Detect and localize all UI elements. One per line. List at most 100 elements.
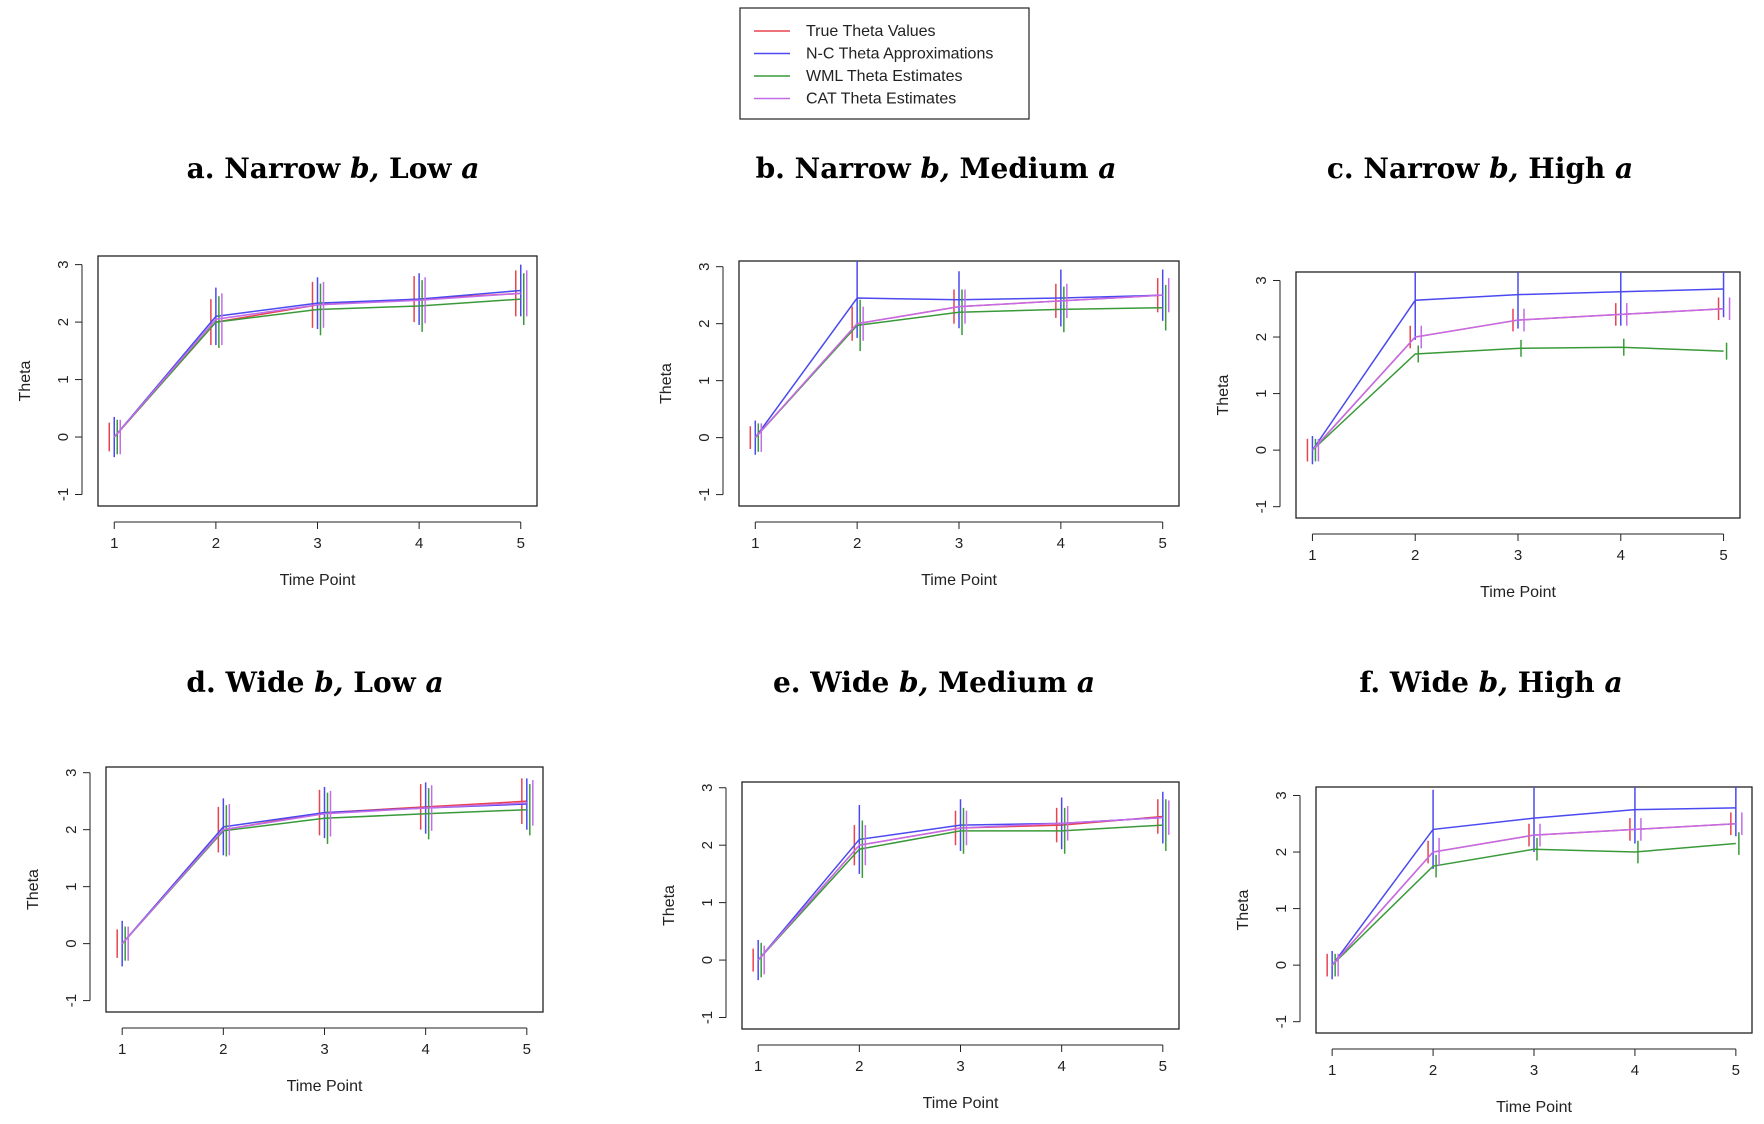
y-tick-label: 2 bbox=[55, 318, 72, 326]
y-tick-label: 3 bbox=[1253, 276, 1270, 284]
y-tick-label: 3 bbox=[699, 784, 716, 792]
y-tick-label: 2 bbox=[696, 320, 713, 328]
x-tick-label: 4 bbox=[1631, 1062, 1639, 1079]
legend-label: WML Theta Estimates bbox=[806, 68, 963, 85]
series-line bbox=[1331, 842, 1736, 966]
y-tick-label: -1 bbox=[1273, 1015, 1290, 1028]
series-line bbox=[113, 292, 521, 438]
x-axis-label: Time Point bbox=[1496, 1099, 1572, 1116]
x-tick-label: 3 bbox=[1530, 1062, 1538, 1079]
y-tick-label: 0 bbox=[696, 433, 713, 441]
x-tick-label: 2 bbox=[1429, 1062, 1437, 1079]
series-line bbox=[1311, 346, 1724, 451]
y-tick-label: 3 bbox=[696, 263, 713, 271]
plot-box bbox=[97, 255, 538, 507]
y-tick-label: 3 bbox=[1273, 791, 1290, 799]
y-tick-label: 0 bbox=[63, 939, 80, 947]
plot-box bbox=[105, 766, 544, 1013]
x-tick-label: 1 bbox=[110, 535, 118, 552]
y-tick-label: 1 bbox=[696, 376, 713, 384]
x-axis-label: Time Point bbox=[923, 1095, 999, 1112]
x-tick-label: 3 bbox=[1514, 547, 1522, 564]
x-axis-label: Time Point bbox=[921, 572, 997, 589]
x-tick-label: 3 bbox=[320, 1041, 328, 1058]
x-tick-label: 4 bbox=[1057, 1058, 1065, 1075]
x-axis-label: Time Point bbox=[1480, 584, 1556, 601]
y-tick-label: 1 bbox=[63, 882, 80, 890]
x-tick-label: 4 bbox=[1617, 547, 1625, 564]
x-tick-label: 5 bbox=[1719, 547, 1727, 564]
x-tick-label: 1 bbox=[754, 1058, 762, 1075]
y-tick-label: 0 bbox=[699, 956, 716, 964]
y-axis-label: Theta bbox=[1215, 374, 1232, 415]
panel-title: b. Narrow b, Medium a bbox=[756, 152, 1117, 185]
series-line bbox=[754, 294, 1163, 439]
x-tick-label: 4 bbox=[415, 535, 423, 552]
y-tick-label: -1 bbox=[699, 1011, 716, 1024]
x-tick-label: 4 bbox=[421, 1041, 429, 1058]
y-tick-label: -1 bbox=[63, 994, 80, 1007]
plot-area bbox=[108, 264, 528, 458]
panel-title: f. Wide b, High a bbox=[1359, 666, 1622, 699]
y-tick-label: 2 bbox=[1273, 848, 1290, 856]
panel-title: c. Narrow b, High a bbox=[1327, 152, 1633, 185]
x-axis-label: Time Point bbox=[287, 1078, 363, 1095]
y-tick-label: 2 bbox=[699, 841, 716, 849]
plot-area bbox=[1306, 272, 1731, 465]
x-tick-label: 5 bbox=[523, 1041, 531, 1058]
panel-title: d. Wide b, Low a bbox=[186, 666, 443, 699]
x-tick-label: 1 bbox=[1308, 547, 1316, 564]
x-tick-label: 5 bbox=[1732, 1062, 1740, 1079]
legend-box bbox=[739, 7, 1030, 120]
series-line bbox=[757, 824, 1163, 961]
x-tick-label: 1 bbox=[118, 1041, 126, 1058]
series-line bbox=[1311, 308, 1724, 451]
y-tick-label: 3 bbox=[63, 769, 80, 777]
x-tick-label: 3 bbox=[955, 535, 963, 552]
y-tick-label: 0 bbox=[55, 433, 72, 441]
y-tick-label: 1 bbox=[55, 375, 72, 383]
x-tick-label: 2 bbox=[1411, 547, 1419, 564]
y-tick-label: -1 bbox=[1253, 500, 1270, 513]
series-line bbox=[754, 306, 1163, 439]
plot-area bbox=[116, 778, 534, 967]
x-tick-label: 1 bbox=[751, 535, 759, 552]
y-tick-label: 2 bbox=[63, 826, 80, 834]
plot-area bbox=[1326, 787, 1743, 980]
series-line bbox=[1331, 823, 1736, 966]
x-tick-label: 2 bbox=[212, 535, 220, 552]
y-axis-label: Theta bbox=[661, 885, 678, 926]
x-tick-label: 2 bbox=[219, 1041, 227, 1058]
y-tick-label: -1 bbox=[55, 488, 72, 501]
series-line bbox=[121, 802, 527, 945]
y-tick-label: 2 bbox=[1253, 333, 1270, 341]
y-tick-label: 0 bbox=[1253, 446, 1270, 454]
x-tick-label: 5 bbox=[1159, 1058, 1167, 1075]
y-tick-label: 1 bbox=[699, 898, 716, 906]
series-line bbox=[757, 816, 1163, 961]
x-axis-label: Time Point bbox=[280, 572, 356, 589]
series-line bbox=[113, 298, 521, 438]
x-tick-label: 1 bbox=[1328, 1062, 1336, 1079]
panel-title: a. Narrow b, Low a bbox=[187, 152, 480, 185]
y-tick-label: -1 bbox=[696, 488, 713, 501]
y-axis-label: Theta bbox=[17, 360, 34, 401]
y-axis-label: Theta bbox=[1235, 889, 1252, 930]
x-tick-label: 2 bbox=[855, 1058, 863, 1075]
x-tick-label: 3 bbox=[313, 535, 321, 552]
y-axis-label: Theta bbox=[25, 869, 42, 910]
y-tick-label: 0 bbox=[1273, 961, 1290, 969]
y-axis-label: Theta bbox=[658, 363, 675, 404]
plot-area bbox=[752, 791, 1170, 981]
legend-label: N-C Theta Approximations bbox=[806, 46, 993, 63]
y-tick-label: 1 bbox=[1273, 904, 1290, 912]
series-line bbox=[1311, 308, 1724, 451]
x-tick-label: 4 bbox=[1057, 535, 1065, 552]
y-tick-label: 1 bbox=[1253, 389, 1270, 397]
x-tick-label: 3 bbox=[956, 1058, 964, 1075]
legend-label: CAT Theta Estimates bbox=[806, 91, 956, 108]
panel-title: e. Wide b, Medium a bbox=[773, 666, 1095, 699]
plot-box bbox=[741, 781, 1180, 1030]
x-tick-label: 5 bbox=[1159, 535, 1167, 552]
